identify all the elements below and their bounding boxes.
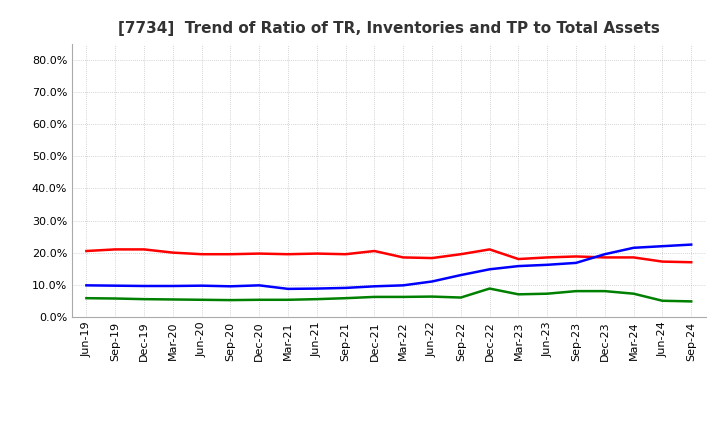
Trade Payables <box>543 291 552 296</box>
Trade Payables <box>111 296 120 301</box>
Trade Receivables <box>341 252 350 257</box>
Line: Inventories: Inventories <box>86 245 691 289</box>
Trade Receivables <box>226 252 235 257</box>
Trade Payables <box>600 289 609 294</box>
Inventories <box>255 283 264 288</box>
Trade Receivables <box>485 247 494 252</box>
Trade Receivables <box>111 247 120 252</box>
Inventories <box>312 286 321 291</box>
Trade Payables <box>428 294 436 299</box>
Trade Payables <box>514 292 523 297</box>
Inventories <box>111 283 120 288</box>
Trade Receivables <box>284 252 292 257</box>
Trade Payables <box>341 296 350 301</box>
Trade Receivables <box>629 255 638 260</box>
Trade Payables <box>370 294 379 300</box>
Inventories <box>226 284 235 289</box>
Trade Receivables <box>572 254 580 259</box>
Trade Receivables <box>82 248 91 253</box>
Inventories <box>399 283 408 288</box>
Trade Payables <box>629 291 638 296</box>
Inventories <box>658 244 667 249</box>
Trade Receivables <box>370 248 379 253</box>
Trade Payables <box>485 286 494 291</box>
Trade Receivables <box>428 256 436 261</box>
Trade Payables <box>312 297 321 302</box>
Trade Receivables <box>687 260 696 265</box>
Inventories <box>197 283 206 288</box>
Inventories <box>629 245 638 250</box>
Inventories <box>543 262 552 268</box>
Inventories <box>140 283 148 289</box>
Inventories <box>428 279 436 284</box>
Inventories <box>456 272 465 278</box>
Inventories <box>687 242 696 247</box>
Trade Receivables <box>658 259 667 264</box>
Inventories <box>370 284 379 289</box>
Inventories <box>600 252 609 257</box>
Inventories <box>485 267 494 272</box>
Trade Receivables <box>514 257 523 262</box>
Trade Receivables <box>399 255 408 260</box>
Inventories <box>82 283 91 288</box>
Trade Payables <box>168 297 177 302</box>
Inventories <box>514 264 523 269</box>
Trade Receivables <box>168 250 177 255</box>
Trade Payables <box>255 297 264 302</box>
Inventories <box>341 285 350 290</box>
Line: Trade Receivables: Trade Receivables <box>86 249 691 262</box>
Trade Payables <box>140 297 148 302</box>
Trade Payables <box>572 289 580 294</box>
Trade Payables <box>456 295 465 300</box>
Trade Payables <box>197 297 206 302</box>
Trade Receivables <box>600 255 609 260</box>
Inventories <box>284 286 292 292</box>
Trade Payables <box>658 298 667 304</box>
Trade Payables <box>82 296 91 301</box>
Trade Payables <box>687 299 696 304</box>
Inventories <box>168 283 177 289</box>
Inventories <box>572 260 580 265</box>
Line: Trade Payables: Trade Payables <box>86 289 691 301</box>
Trade Receivables <box>255 251 264 256</box>
Trade Receivables <box>456 252 465 257</box>
Trade Payables <box>284 297 292 302</box>
Trade Payables <box>399 294 408 300</box>
Trade Receivables <box>312 251 321 256</box>
Trade Receivables <box>197 252 206 257</box>
Trade Payables <box>226 297 235 303</box>
Trade Receivables <box>543 255 552 260</box>
Trade Receivables <box>140 247 148 252</box>
Title: [7734]  Trend of Ratio of TR, Inventories and TP to Total Assets: [7734] Trend of Ratio of TR, Inventories… <box>118 21 660 36</box>
